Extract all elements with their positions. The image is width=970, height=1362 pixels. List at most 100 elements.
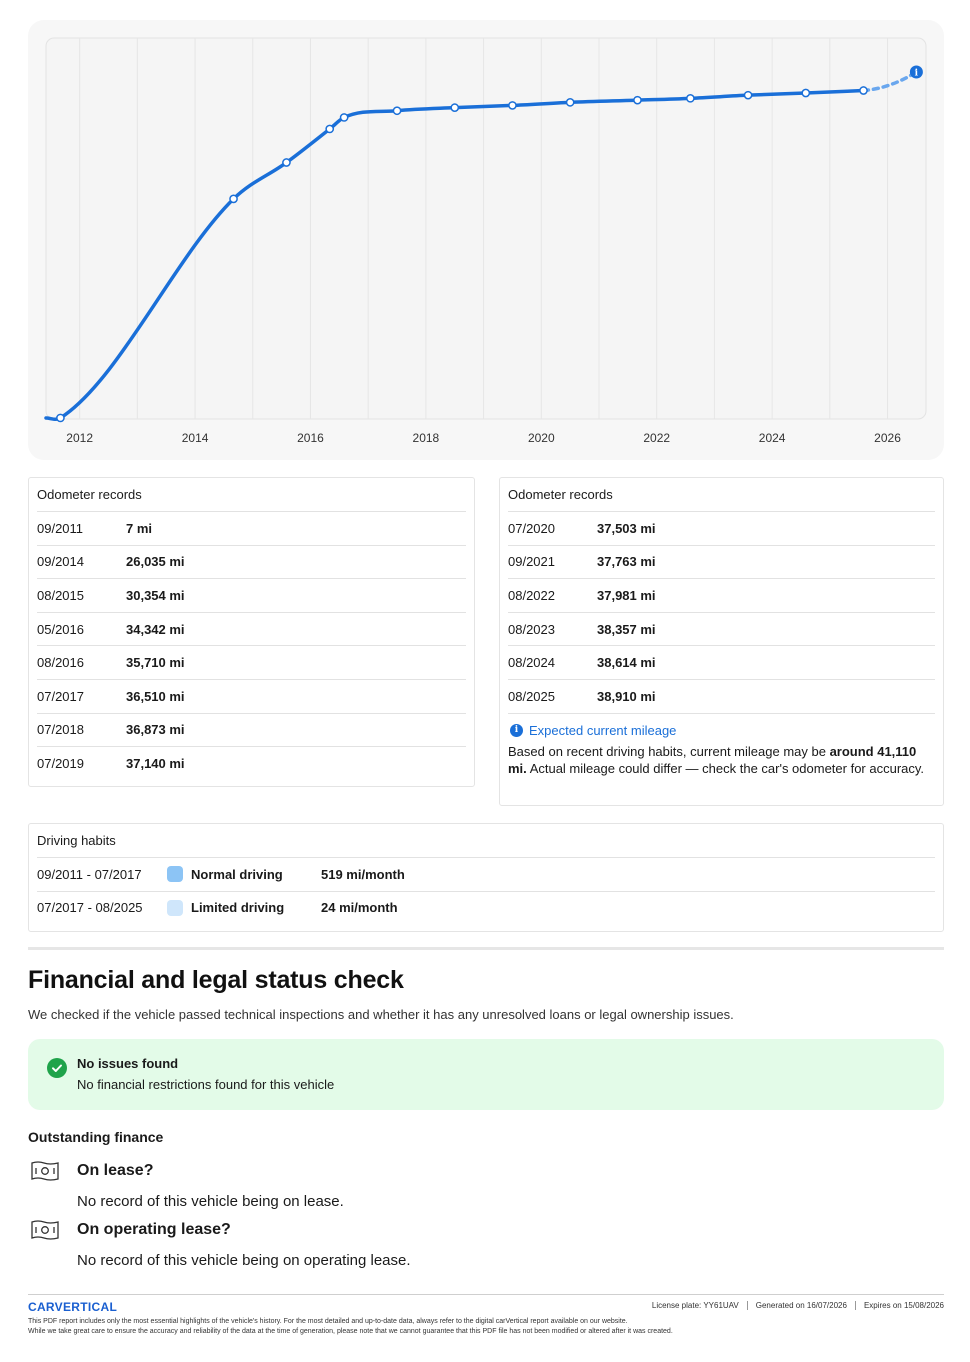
- expiry-date: Expires on 15/08/2026: [854, 1301, 944, 1310]
- mileage-point: [801, 88, 811, 98]
- record-date: 09/2021: [508, 554, 555, 570]
- habit-period: 07/2017 - 08/2025: [37, 900, 143, 916]
- banknote-icon: [30, 1219, 60, 1241]
- operating-lease-question: On operating lease?: [77, 1221, 231, 1238]
- record-mileage: 34,342 mi: [126, 621, 185, 637]
- mileage-point: [339, 113, 349, 122]
- mileage-point: [56, 413, 65, 423]
- driving-habit-row: 07/2017 - 08/2025 Limited driving 24 mi/mo…: [37, 890, 935, 925]
- projected-mileage-point: [909, 65, 923, 79]
- mileage-point: [392, 106, 402, 116]
- mileage-point: [633, 95, 642, 105]
- odometer-record-row: 08/2025 38,910 mi: [508, 678, 935, 713]
- check-icon: [47, 1058, 67, 1078]
- record-mileage: 38,357 mi: [597, 621, 656, 637]
- x-tick-label: 2014: [182, 431, 209, 445]
- footer-divider: [28, 1294, 944, 1295]
- record-mileage: 30,354 mi: [126, 587, 185, 603]
- odometer-records-right: Odometer records 07/2020 37,503 mi 09/2021…: [499, 477, 944, 806]
- mileage-chart: 2012 2014 2016 2018 2020 2022 2024 2026 i: [28, 20, 944, 460]
- odometer-records-left: Odometer records 09/2011 7 mi 09/2014 26,03…: [28, 477, 475, 787]
- record-date: 08/2016: [37, 655, 84, 671]
- odometer-record-row: 08/2024 38,614 mi: [508, 645, 935, 679]
- odometer-record-row: 08/2016 35,710 mi: [37, 645, 466, 679]
- footer-meta: License plate: YY61UAV Generated on 16/0…: [644, 1301, 944, 1310]
- habit-label: Normal driving: [191, 866, 283, 882]
- record-mileage: 35,710 mi: [126, 655, 185, 671]
- odometer-record-row: 09/2021 37,763 mi: [508, 544, 935, 579]
- odometer-record-row: 08/2015 30,354 mi: [37, 578, 466, 612]
- mileage-line: [44, 88, 866, 422]
- operating-lease-answer: No record of this vehicle being on opera…: [77, 1252, 411, 1269]
- record-date: 07/2017: [37, 688, 84, 704]
- odometer-record-row: 09/2014 26,035 mi: [37, 544, 466, 579]
- record-mileage: 37,981 mi: [597, 587, 656, 603]
- driving-habits: Driving habits 09/2011 - 07/2017 Normal d…: [28, 823, 944, 932]
- info-icon: i: [510, 723, 523, 737]
- odometer-record-row: 07/2018 36,873 mi: [37, 712, 466, 747]
- x-tick-label: 2018: [413, 431, 440, 445]
- habit-label: Limited driving: [191, 900, 285, 916]
- driving-habit-row: 09/2011 - 07/2017 Normal driving 519 mi/mo…: [37, 857, 935, 891]
- disclaimer: This PDF report includes only the most e…: [28, 1318, 673, 1335]
- record-mileage: 37,763 mi: [597, 554, 656, 570]
- record-date: 05/2016: [37, 621, 84, 637]
- record-date: 08/2023: [508, 621, 555, 637]
- license-plate: License plate: YY61UAV: [651, 1301, 739, 1310]
- record-date: 07/2019: [37, 755, 84, 771]
- status-banner: No issues found No financial restriction…: [28, 1039, 944, 1110]
- x-tick-label: 2026: [874, 431, 901, 445]
- plot-area: [45, 37, 927, 420]
- lease-answer: No record of this vehicle being on lease…: [77, 1193, 344, 1210]
- record-date: 07/2018: [37, 722, 84, 738]
- driving-habits-title: Driving habits: [37, 833, 116, 848]
- odometer-records-title: Odometer records: [508, 487, 613, 502]
- section-subtitle: We checked if the vehicle passed technic…: [28, 1007, 734, 1022]
- mileage-chart-svg: 2012 2014 2016 2018 2020 2022 2024 2026 i: [44, 37, 927, 445]
- habit-period: 09/2011 - 07/2017: [37, 866, 142, 882]
- x-tick-label: 2012: [66, 431, 93, 445]
- record-date: 09/2011: [37, 520, 84, 536]
- odometer-record-row: 07/2020 37,503 mi: [508, 511, 935, 545]
- record-mileage: 37,503 mi: [597, 520, 656, 536]
- record-mileage: 38,910 mi: [597, 688, 656, 704]
- expected-mileage: i Expected current mileage Based on rece…: [508, 712, 935, 777]
- carvertical-logo: CARVERTICAL: [28, 1300, 118, 1314]
- mileage-point: [229, 194, 238, 204]
- mileage-point: [282, 158, 291, 167]
- expected-mileage-text: Based on recent driving habits, current …: [508, 743, 925, 776]
- generated-date: Generated on 16/07/2026: [746, 1301, 855, 1310]
- odometer-record-row: 09/2011 7 mi: [37, 511, 466, 545]
- expected-mileage-heading: Expected current mileage: [529, 722, 677, 738]
- habit-rate: 24 mi/month: [321, 900, 398, 916]
- status-text: No financial restrictions found for this…: [77, 1077, 335, 1092]
- lease-question: On lease?: [77, 1162, 154, 1179]
- odometer-record-row: 07/2017 36,510 mi: [37, 678, 466, 713]
- habit-color-swatch: [167, 899, 183, 916]
- record-date: 08/2022: [508, 587, 555, 603]
- record-mileage: 38,614 mi: [597, 655, 656, 671]
- info-icon: i: [915, 69, 919, 79]
- odometer-record-row: 05/2016 34,342 mi: [37, 611, 466, 646]
- mileage-point: [743, 90, 753, 100]
- habit-rate: 519 mi/month: [321, 866, 405, 882]
- x-tick-label: 2020: [528, 431, 555, 445]
- mileage-point: [565, 98, 575, 107]
- record-mileage: 7 mi: [126, 520, 153, 536]
- odometer-record-row: 08/2022 37,981 mi: [508, 578, 935, 612]
- status-title: No issues found: [77, 1056, 179, 1071]
- mileage-point: [325, 124, 335, 134]
- banknote-icon: [30, 1160, 60, 1182]
- odometer-records-title: Odometer records: [37, 487, 142, 502]
- odometer-record-row: 07/2019 37,140 mi: [37, 746, 466, 780]
- section-divider: [28, 947, 944, 950]
- record-date: 08/2024: [508, 655, 555, 671]
- mileage-point: [450, 103, 460, 113]
- record-date: 08/2015: [37, 587, 84, 603]
- x-tick-label: 2022: [643, 431, 670, 445]
- record-mileage: 37,140 mi: [126, 755, 185, 771]
- record-date: 08/2025: [508, 688, 555, 704]
- record-date: 07/2020: [508, 520, 555, 536]
- record-date: 09/2014: [37, 554, 84, 570]
- record-mileage: 26,035 mi: [126, 554, 185, 570]
